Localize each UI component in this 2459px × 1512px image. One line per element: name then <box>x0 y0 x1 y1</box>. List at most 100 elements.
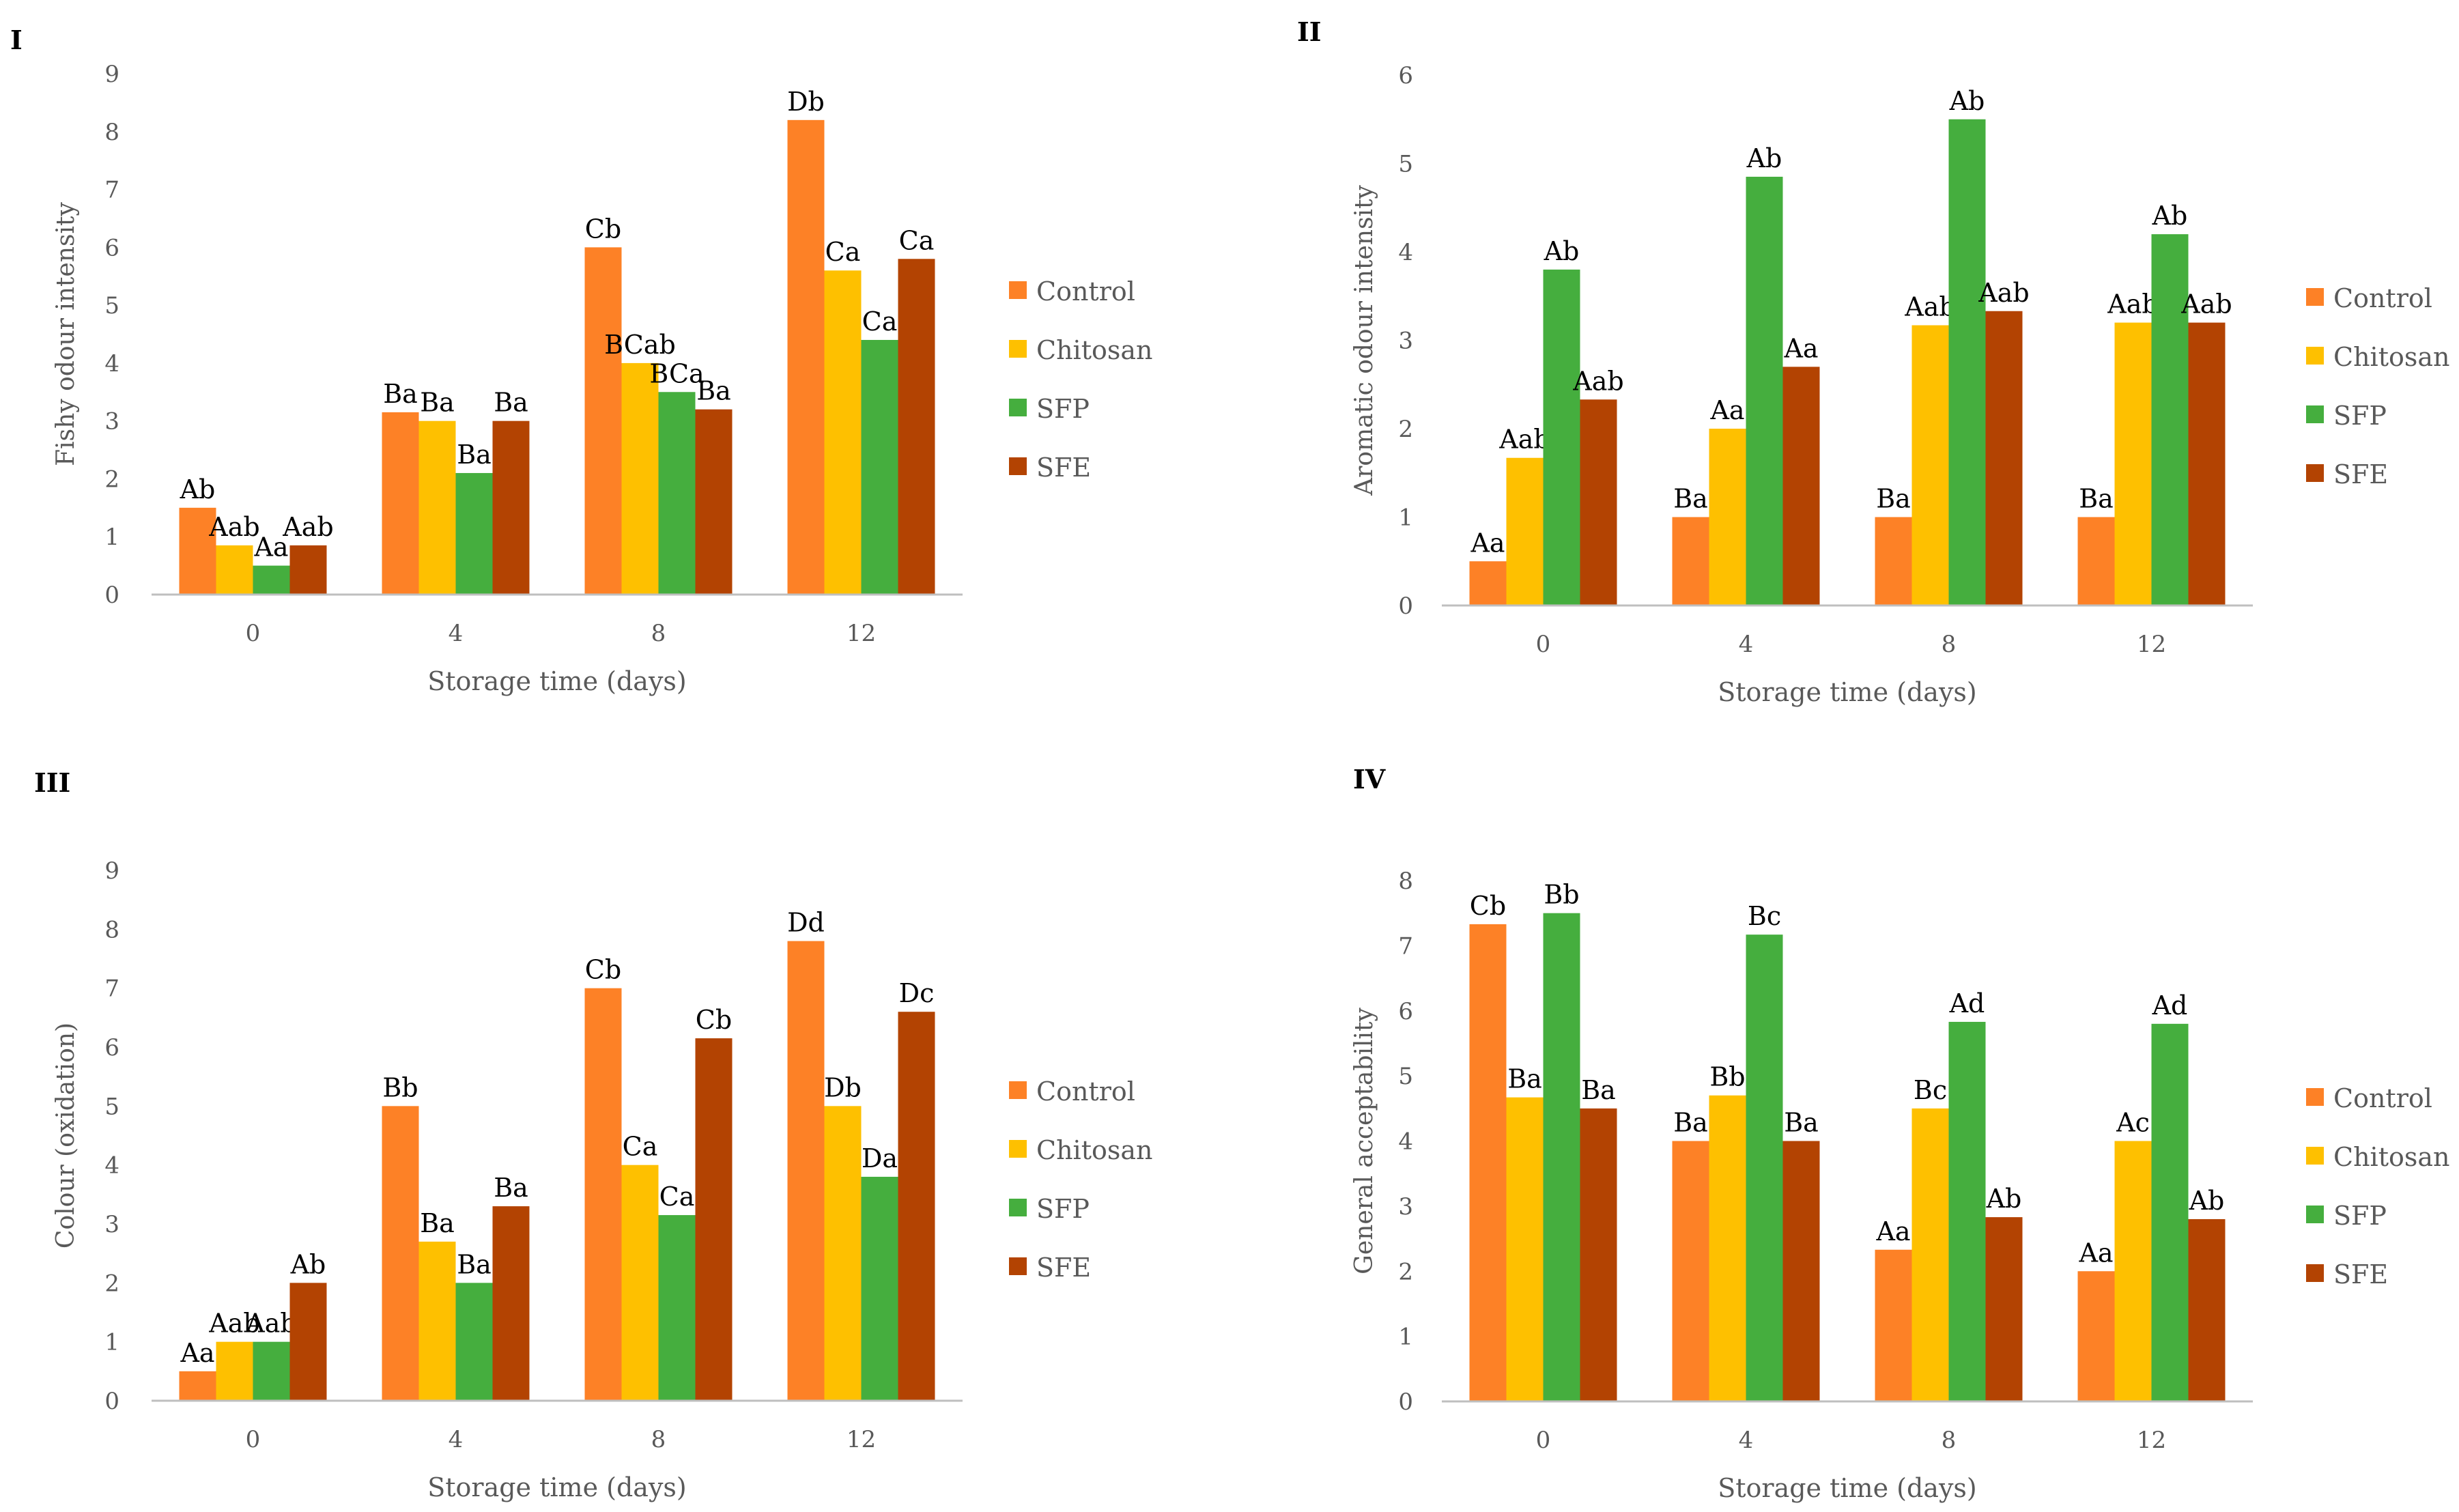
data-label-sfe: Ba <box>494 1173 528 1203</box>
bar-control-day-4 <box>382 1106 419 1401</box>
y-axis-label: Colour (oxidation) <box>52 1023 80 1249</box>
y-tick-label: 0 <box>1398 1388 1413 1416</box>
bar-chitosan-day-0 <box>1506 1097 1544 1401</box>
data-label-chitosan: Aab <box>208 512 259 542</box>
bar-sfp-day-12 <box>861 1176 898 1401</box>
data-label-control: Aa <box>180 1338 214 1368</box>
y-tick-label: 5 <box>1398 151 1413 178</box>
data-label-chitosan: Ca <box>825 237 861 267</box>
legend-label-sfp: SFP <box>1036 394 1090 424</box>
y-tick-label: 7 <box>104 177 119 204</box>
legend-label-sfe: SFE <box>1036 453 1091 483</box>
y-tick-label: 1 <box>104 524 119 551</box>
bar-chitosan-day-4 <box>1709 1095 1746 1401</box>
data-label-control: Ab <box>180 474 216 504</box>
bar-chitosan-day-8 <box>621 1165 659 1401</box>
y-tick-label: 3 <box>1398 328 1413 355</box>
data-label-sfe: Aab <box>2180 289 2232 319</box>
data-label-sfe: Ba <box>494 388 528 418</box>
bar-control-day-0 <box>179 507 216 595</box>
legend-swatch-chitosan <box>1009 340 1027 358</box>
data-label-sfp: Ab <box>1544 236 1580 266</box>
y-tick-label: 6 <box>104 234 119 261</box>
legend-swatch-sfe <box>2306 464 2324 482</box>
data-label-control: Aa <box>1470 528 1505 558</box>
bar-sfp-day-8 <box>1948 119 1986 605</box>
y-axis-label: Fishy odour intensity <box>52 202 80 466</box>
legend-swatch-sfe <box>1009 457 1027 475</box>
bar-control-day-12 <box>787 119 825 595</box>
data-label-sfe: Ba <box>1784 1108 1819 1138</box>
x-tick-label: 0 <box>246 1426 261 1453</box>
bar-sfe-day-0 <box>1580 399 1617 605</box>
data-label-sfe: Aab <box>1978 278 2029 308</box>
data-label-sfe: Aab <box>1572 366 1623 396</box>
data-label-sfp: Ad <box>2152 990 2188 1021</box>
y-tick-label: 9 <box>104 61 119 88</box>
data-label-sfp: Da <box>862 1143 898 1173</box>
x-tick-label: 0 <box>246 620 261 647</box>
data-label-chitosan: Bc <box>1914 1075 1947 1105</box>
legend-swatch-control <box>1009 1081 1027 1099</box>
y-tick-label: 4 <box>1398 239 1413 266</box>
data-label-sfe: Aa <box>1783 333 1818 363</box>
bar-control-day-12 <box>2077 1271 2115 1401</box>
legend-swatch-sfp <box>1009 1199 1027 1216</box>
bar-chitosan-day-8 <box>1911 325 1949 605</box>
y-tick-label: 4 <box>1398 1128 1413 1156</box>
legend-swatch-sfp <box>2306 1206 2324 1223</box>
bar-chitosan-day-0 <box>216 1341 253 1401</box>
bar-chitosan-day-12 <box>824 270 862 595</box>
y-tick-label: 6 <box>1398 62 1413 89</box>
panel-label: III <box>34 767 70 798</box>
x-tick-label: 8 <box>1942 1427 1957 1454</box>
bar-sfp-day-0 <box>253 565 290 595</box>
legend: Control Chitosan SFP SFE <box>2306 1083 2449 1289</box>
x-axis-label: Storage time (days) <box>1718 677 1977 707</box>
bar-sfp-day-0 <box>1543 269 1580 605</box>
data-label-control: Aa <box>1875 1216 1910 1246</box>
data-label-control: Ba <box>1673 1108 1708 1138</box>
bar-control-day-0 <box>179 1371 216 1401</box>
bar-chitosan-day-12 <box>2114 322 2152 605</box>
data-label-sfe: Ab <box>1986 1184 2022 1214</box>
data-label-chitosan: Aab <box>1498 425 1550 455</box>
x-tick-label: 0 <box>1536 1427 1551 1454</box>
y-tick-label: 5 <box>104 1093 119 1120</box>
legend-label-chitosan: Chitosan <box>2333 1142 2449 1172</box>
x-tick-label: 4 <box>1739 631 1754 658</box>
bar-sfe-day-4 <box>1782 1141 1820 1401</box>
y-tick-label: 3 <box>104 1211 119 1238</box>
y-tick-label: 0 <box>104 1388 119 1415</box>
data-label-control: Aa <box>2078 1238 2113 1268</box>
data-label-sfe: Ba <box>1581 1075 1616 1105</box>
legend-label-sfp: SFP <box>2333 401 2387 431</box>
bar-chitosan-day-4 <box>418 420 456 595</box>
bar-control-day-12 <box>2077 517 2115 605</box>
bar-chitosan-day-12 <box>824 1106 862 1401</box>
x-tick-label: 12 <box>2137 631 2166 658</box>
x-tick-label: 12 <box>847 620 876 647</box>
y-tick-label: 1 <box>1398 1324 1413 1351</box>
y-tick-label: 8 <box>1398 868 1413 895</box>
legend: Control Chitosan SFP SFE <box>1009 276 1152 483</box>
y-tick-label: 7 <box>104 975 119 1003</box>
y-tick-label: 0 <box>1398 593 1413 620</box>
legend-swatch-sfe <box>1009 1257 1027 1275</box>
data-label-control: Bb <box>382 1072 418 1102</box>
data-label-sfp: Bb <box>1544 880 1579 910</box>
bar-sfe-day-12 <box>2188 1218 2226 1401</box>
y-tick-label: 2 <box>1398 416 1413 443</box>
bar-control-day-8 <box>1875 517 1912 605</box>
y-tick-label: 4 <box>104 350 119 377</box>
data-label-chitosan: Db <box>824 1072 862 1102</box>
bar-control-day-4 <box>1672 1141 1709 1401</box>
y-tick-label: 2 <box>1398 1258 1413 1285</box>
x-axis-label: Storage time (days) <box>427 666 687 696</box>
data-label-chitosan: Bb <box>1709 1062 1745 1092</box>
bar-sfp-day-4 <box>455 1283 493 1401</box>
legend-label-control: Control <box>1036 1076 1135 1107</box>
bar-sfe-day-8 <box>1985 1217 2023 1401</box>
